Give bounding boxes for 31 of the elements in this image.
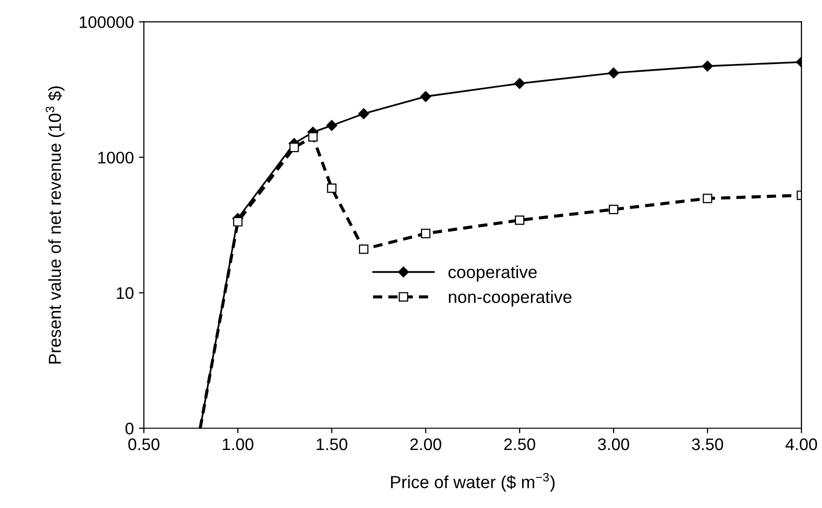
point — [233, 216, 243, 226]
point — [514, 78, 526, 89]
legend-label: non-cooperative — [448, 290, 572, 307]
y-tick-label: 0 — [126, 422, 134, 434]
point — [702, 60, 713, 72]
point — [358, 244, 368, 254]
y-tick-label: 100000 — [80, 16, 134, 28]
point — [358, 108, 370, 120]
x-tick-label: 3.50 — [692, 438, 724, 450]
point — [608, 67, 620, 78]
point — [326, 120, 338, 131]
x-tick-label: 1.50 — [316, 438, 348, 450]
point — [327, 183, 336, 193]
x-tick-label: 2.50 — [504, 438, 536, 450]
x-tick-label: 0.50 — [128, 438, 160, 450]
y-axis-title: Present value of net revenue (10$^{3}$ $) — [46, 86, 64, 364]
x-axis-title: Price of water ($ m$^{−3}$) — [391, 472, 555, 492]
point — [289, 142, 299, 152]
x-tick-label: 2.00 — [410, 438, 442, 450]
y-tick-label: 10 — [116, 287, 134, 299]
point — [608, 204, 618, 214]
x-tick-label: 4.00 — [786, 438, 818, 450]
point — [420, 228, 430, 238]
x-tick-label: 1.00 — [222, 438, 254, 450]
x-tick-label: 3.00 — [598, 438, 630, 450]
legend-label: cooperative — [448, 265, 537, 282]
point — [702, 194, 712, 204]
point — [308, 132, 318, 142]
y-tick-label: 1000 — [98, 152, 134, 164]
point — [514, 215, 524, 225]
point — [420, 91, 432, 102]
